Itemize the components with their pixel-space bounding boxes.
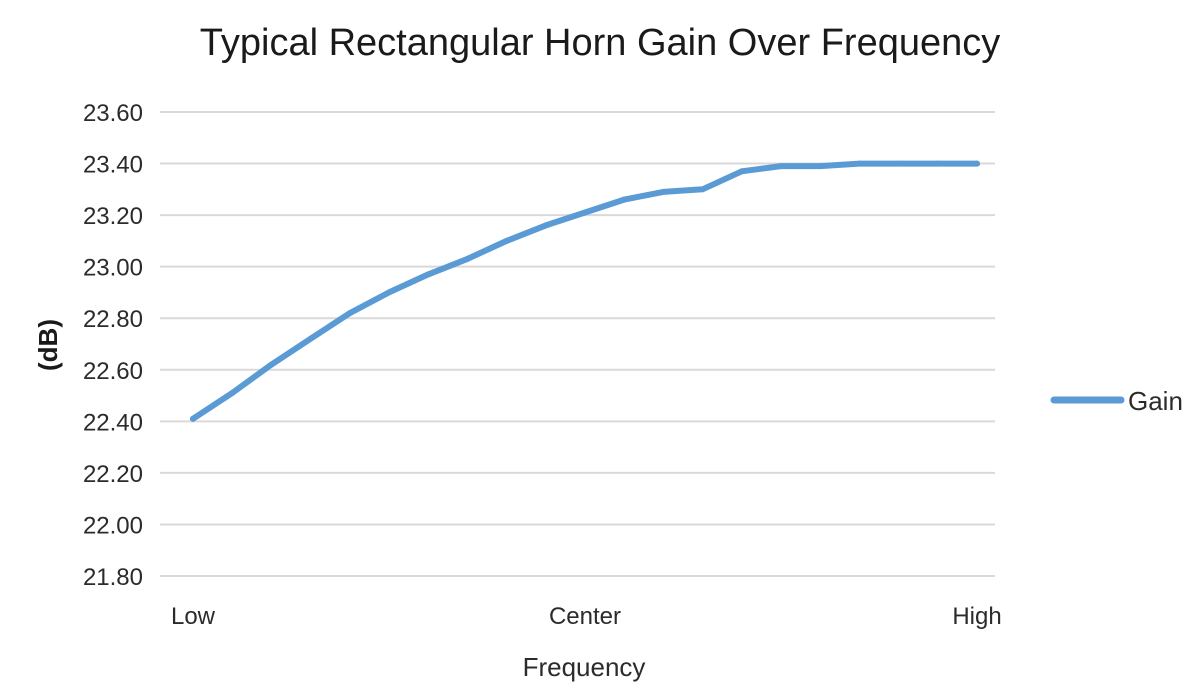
data-point bbox=[582, 209, 588, 216]
gridlines bbox=[160, 111, 995, 577]
data-point bbox=[425, 271, 432, 278]
y-axis-label: (dB) bbox=[33, 319, 63, 371]
data-point bbox=[346, 310, 353, 317]
data-point bbox=[190, 415, 196, 422]
y-tick-label: 23.20 bbox=[83, 203, 143, 230]
y-tick-label: 22.80 bbox=[83, 306, 143, 333]
x-tick-label: High bbox=[952, 603, 1001, 630]
data-point bbox=[699, 186, 706, 193]
data-point bbox=[503, 237, 510, 244]
y-tick-label: 23.00 bbox=[83, 255, 143, 282]
y-tick-label: 23.40 bbox=[83, 152, 143, 179]
series-layer bbox=[190, 160, 980, 422]
series-line-gain bbox=[190, 160, 980, 422]
x-axis-ticks: Low Center High bbox=[171, 603, 1002, 630]
x-axis-label: Frequency bbox=[523, 652, 646, 682]
y-tick-label: 22.60 bbox=[83, 358, 143, 385]
x-tick-label: Center bbox=[549, 603, 621, 630]
y-tick-label: 22.20 bbox=[83, 461, 143, 488]
data-point bbox=[307, 335, 314, 342]
chart-title: Typical Rectangular Horn Gain Over Frequ… bbox=[200, 22, 1000, 64]
data-point bbox=[464, 255, 471, 262]
legend-label-gain: Gain bbox=[1128, 386, 1183, 416]
data-point bbox=[268, 361, 275, 368]
y-axis-ticks: 21.80 22.00 22.20 22.40 22.60 22.80 23.00 23.20… bbox=[83, 100, 143, 591]
data-point bbox=[386, 289, 392, 296]
data-point bbox=[621, 196, 628, 203]
y-tick-label: 23.60 bbox=[83, 100, 143, 127]
data-point bbox=[974, 160, 980, 167]
data-point bbox=[895, 160, 902, 167]
data-point bbox=[934, 160, 941, 167]
data-point bbox=[660, 188, 667, 195]
data-point bbox=[856, 160, 863, 167]
data-point bbox=[542, 222, 549, 229]
data-point bbox=[229, 390, 236, 396]
x-tick-label: Low bbox=[171, 603, 216, 630]
data-point bbox=[817, 163, 824, 170]
y-tick-label: 22.00 bbox=[83, 512, 143, 539]
data-point bbox=[738, 168, 745, 175]
legend: Gain bbox=[1050, 386, 1183, 416]
y-tick-label: 22.40 bbox=[83, 409, 143, 436]
y-tick-label: 21.80 bbox=[83, 564, 143, 591]
data-point bbox=[778, 163, 784, 170]
